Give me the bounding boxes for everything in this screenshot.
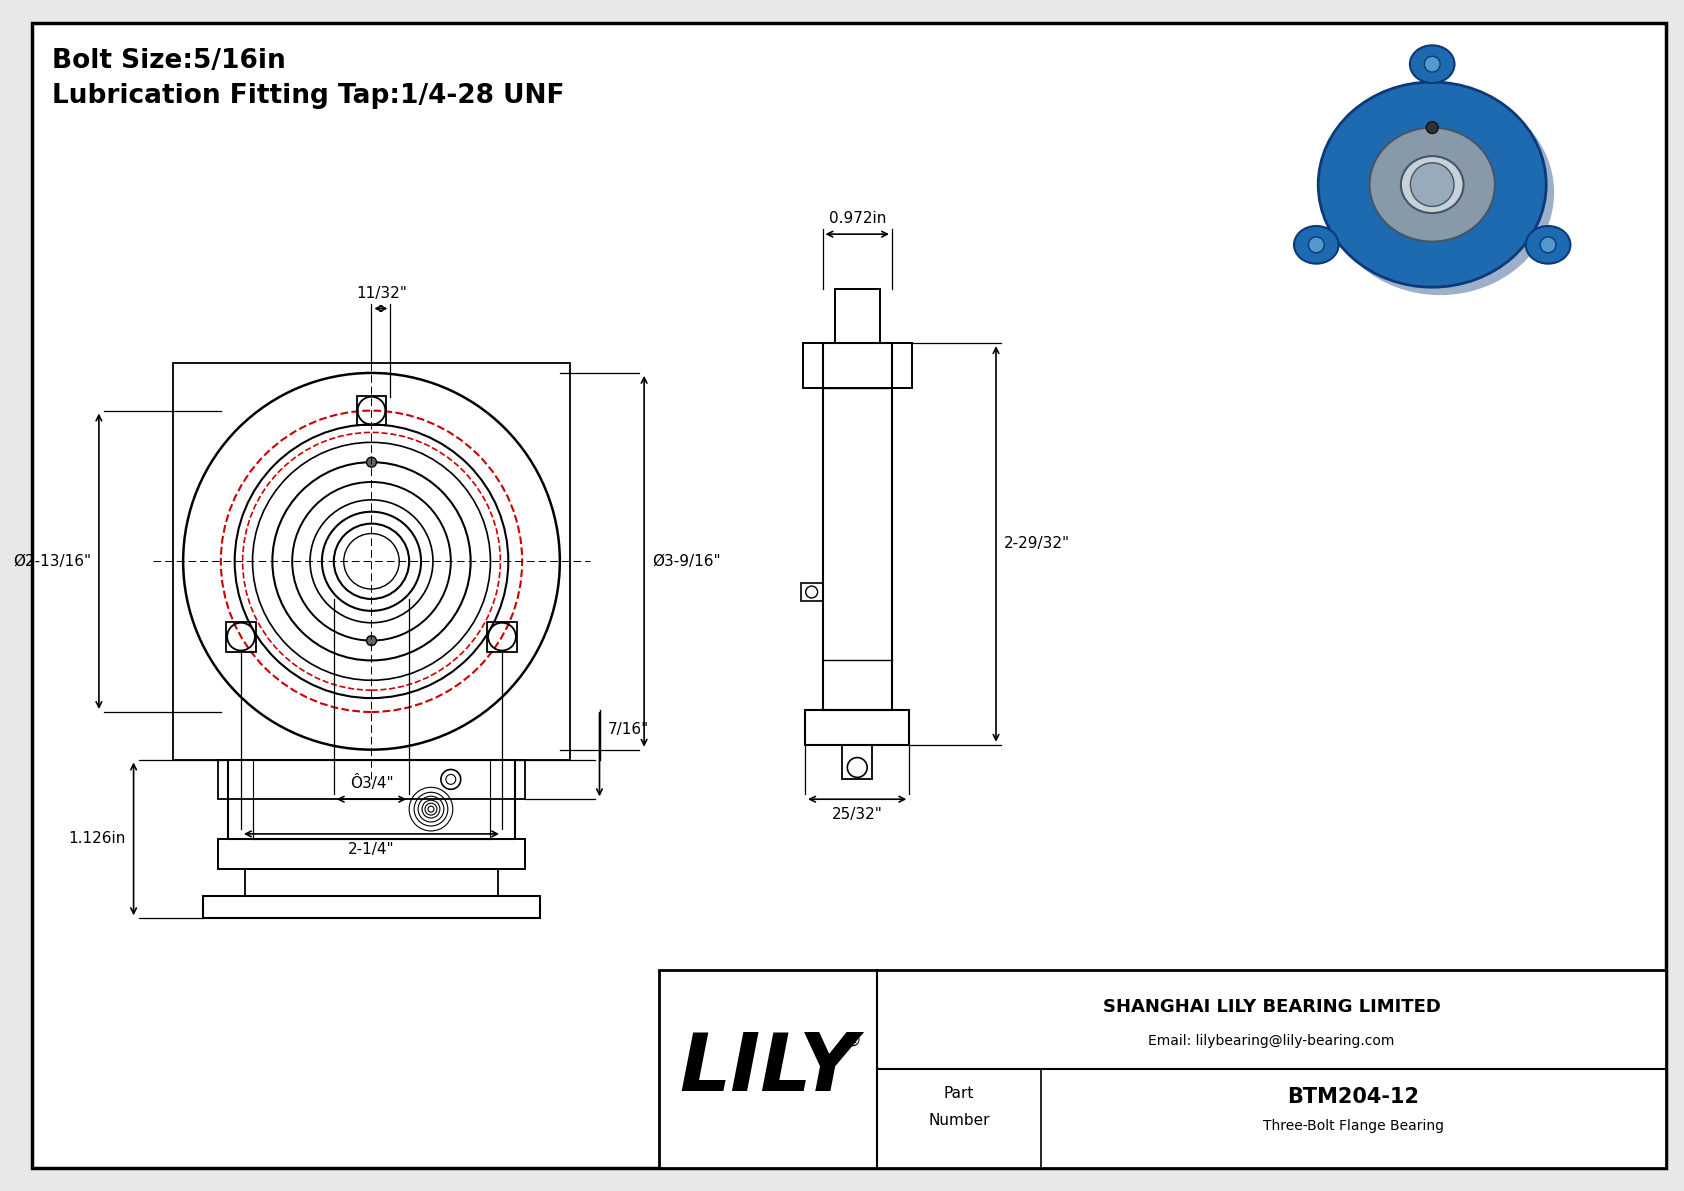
Text: Bolt Size:5/16in: Bolt Size:5/16in: [52, 48, 286, 74]
Bar: [204, 897, 541, 918]
Ellipse shape: [1319, 82, 1546, 287]
Circle shape: [1308, 237, 1324, 252]
Circle shape: [1541, 237, 1556, 252]
Ellipse shape: [1325, 91, 1554, 295]
Text: 2-29/32": 2-29/32": [1004, 536, 1069, 551]
Text: BTM204-12: BTM204-12: [1287, 1086, 1420, 1106]
Ellipse shape: [1401, 156, 1463, 213]
Text: SHANGHAI LILY BEARING LIMITED: SHANGHAI LILY BEARING LIMITED: [1103, 998, 1440, 1016]
Text: 25/32": 25/32": [832, 807, 882, 822]
Circle shape: [367, 636, 377, 646]
Circle shape: [367, 457, 377, 467]
Ellipse shape: [1526, 226, 1571, 263]
Text: LILY: LILY: [679, 1030, 857, 1108]
Text: Lubrication Fitting Tap:1/4-28 UNF: Lubrication Fitting Tap:1/4-28 UNF: [52, 83, 564, 110]
Ellipse shape: [1410, 45, 1455, 83]
Bar: [227, 760, 515, 838]
Text: 0.972in: 0.972in: [829, 211, 886, 226]
Text: 1.126in: 1.126in: [69, 831, 126, 847]
Text: Ø3-9/16": Ø3-9/16": [652, 554, 721, 569]
Bar: [835, 288, 879, 343]
Bar: [487, 622, 517, 651]
Text: Ô3/4": Ô3/4": [350, 775, 394, 791]
Text: ®: ®: [844, 1033, 861, 1050]
Text: Part: Part: [943, 1086, 973, 1102]
Circle shape: [1426, 121, 1438, 133]
Text: 7/16": 7/16": [608, 722, 648, 737]
Bar: [357, 395, 386, 425]
Ellipse shape: [1369, 127, 1495, 242]
Bar: [822, 343, 893, 710]
Bar: [217, 760, 525, 799]
Circle shape: [1411, 163, 1453, 206]
Bar: [217, 838, 525, 868]
Text: Email: lilybearing@lily-bearing.com: Email: lilybearing@lily-bearing.com: [1148, 1034, 1394, 1048]
Bar: [226, 622, 256, 651]
Text: 11/32": 11/32": [357, 286, 408, 300]
Bar: [246, 868, 498, 897]
Text: Three-Bolt Flange Bearing: Three-Bolt Flange Bearing: [1263, 1120, 1443, 1134]
Bar: [805, 710, 909, 744]
Bar: [658, 969, 1665, 1168]
Bar: [800, 584, 822, 601]
Bar: [253, 760, 490, 838]
Bar: [173, 363, 569, 760]
Text: 2-1/4": 2-1/4": [349, 842, 394, 856]
Bar: [803, 343, 911, 388]
Circle shape: [1425, 56, 1440, 73]
Bar: [842, 744, 872, 779]
Text: Ø2-13/16": Ø2-13/16": [13, 554, 91, 569]
Ellipse shape: [1293, 226, 1339, 263]
Text: Number: Number: [928, 1112, 990, 1128]
